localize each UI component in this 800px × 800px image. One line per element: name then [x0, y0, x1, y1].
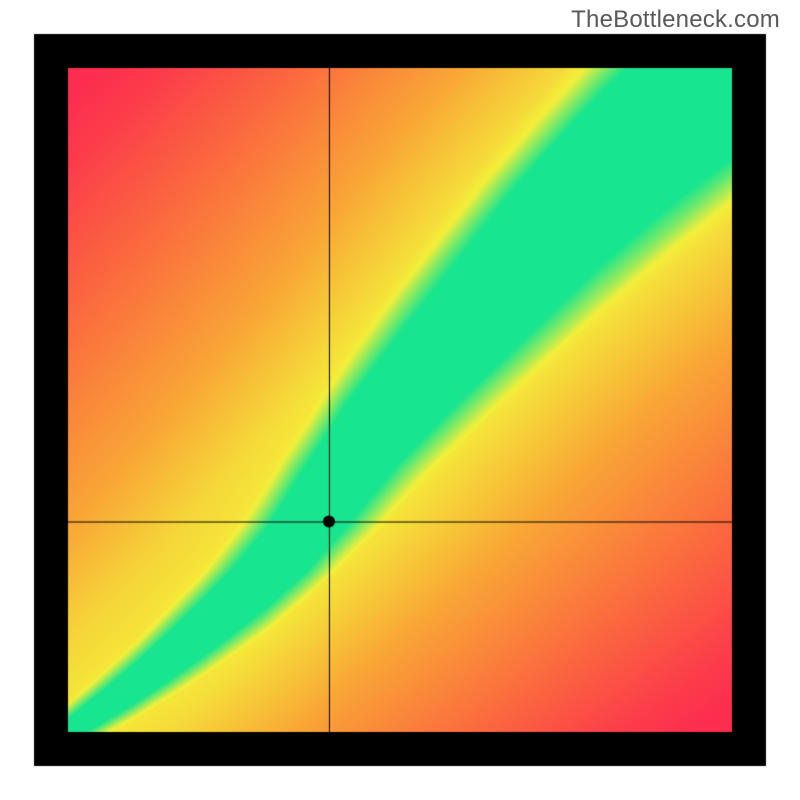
watermark-text: TheBottleneck.com: [571, 6, 780, 34]
chart-container: TheBottleneck.com: [0, 0, 800, 800]
bottleneck-heatmap: [0, 0, 800, 800]
